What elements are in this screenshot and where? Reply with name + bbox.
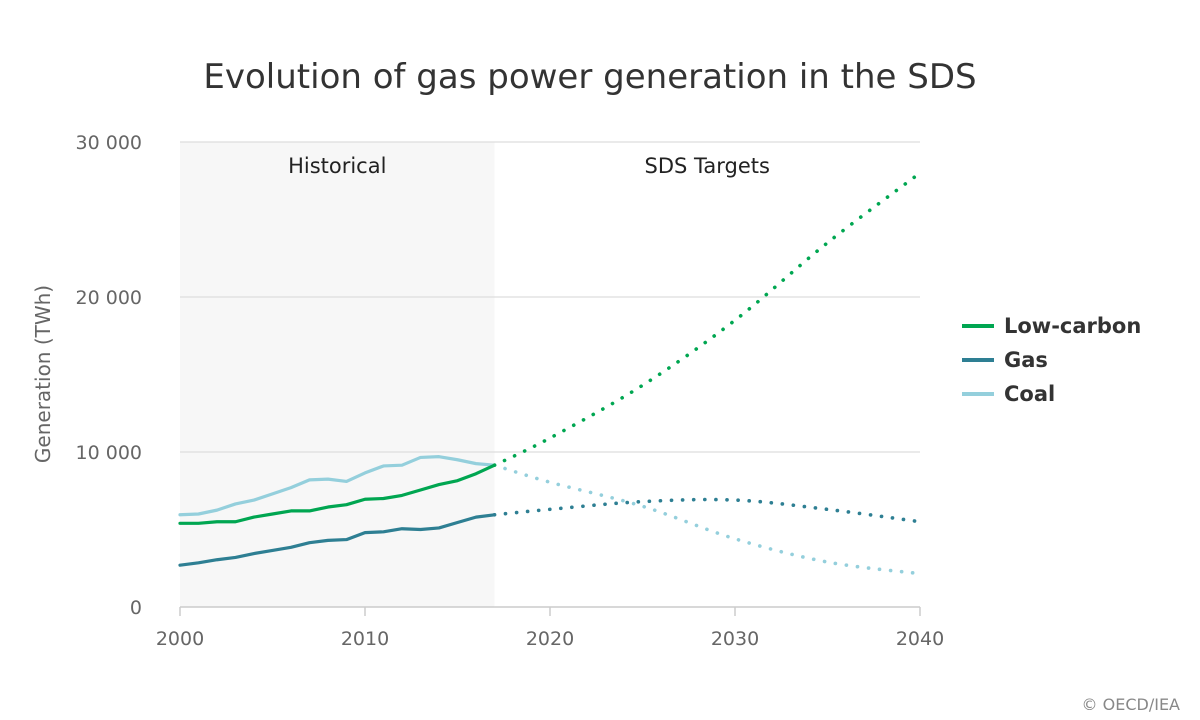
x-tick-label: 2040 xyxy=(896,628,944,650)
chart-title: Evolution of gas power generation in the… xyxy=(203,57,976,97)
y-tick-label: 0 xyxy=(130,597,142,619)
legend-label-gas: Gas xyxy=(1004,348,1048,372)
grid-layer xyxy=(180,141,920,453)
series-line-low-carbon-historical xyxy=(178,463,497,525)
x-tick-label: 2020 xyxy=(526,628,574,650)
y-tick-label: 10 000 xyxy=(76,442,142,464)
y-axis-label: Generation (TWh) xyxy=(31,285,55,463)
y-tick-label: 20 000 xyxy=(76,287,142,309)
series-line-gas-historical xyxy=(178,513,497,567)
region-label: Historical xyxy=(288,154,386,178)
x-tick-label: 2000 xyxy=(156,628,204,650)
series-line-gas-projection xyxy=(492,497,922,524)
credit-text: © OECD/IEA xyxy=(1082,695,1181,714)
legend-label-low-carbon: Low-carbon xyxy=(1004,314,1141,338)
legend-label-coal: Coal xyxy=(1004,382,1055,406)
region-sds-targets xyxy=(494,142,920,607)
region-historical xyxy=(180,142,495,607)
series-layer xyxy=(178,171,922,576)
x-tick-label: 2030 xyxy=(711,628,759,650)
legend: Low-carbon Gas Coal xyxy=(962,314,1141,406)
regions-layer xyxy=(180,142,920,607)
series-line-low-carbon-projection xyxy=(492,171,922,467)
series-line-coal-historical xyxy=(178,455,497,517)
region-labels-layer: Historical SDS Targets xyxy=(288,154,770,178)
series-line-coal-projection xyxy=(492,463,922,576)
x-tick-label: 2010 xyxy=(341,628,389,650)
region-label: SDS Targets xyxy=(645,154,770,178)
axis-layer: 0 10 000 20 000 30 000 2000 2010 2020 2030 2040 xyxy=(76,132,945,650)
y-tick-label: 30 000 xyxy=(76,132,142,154)
